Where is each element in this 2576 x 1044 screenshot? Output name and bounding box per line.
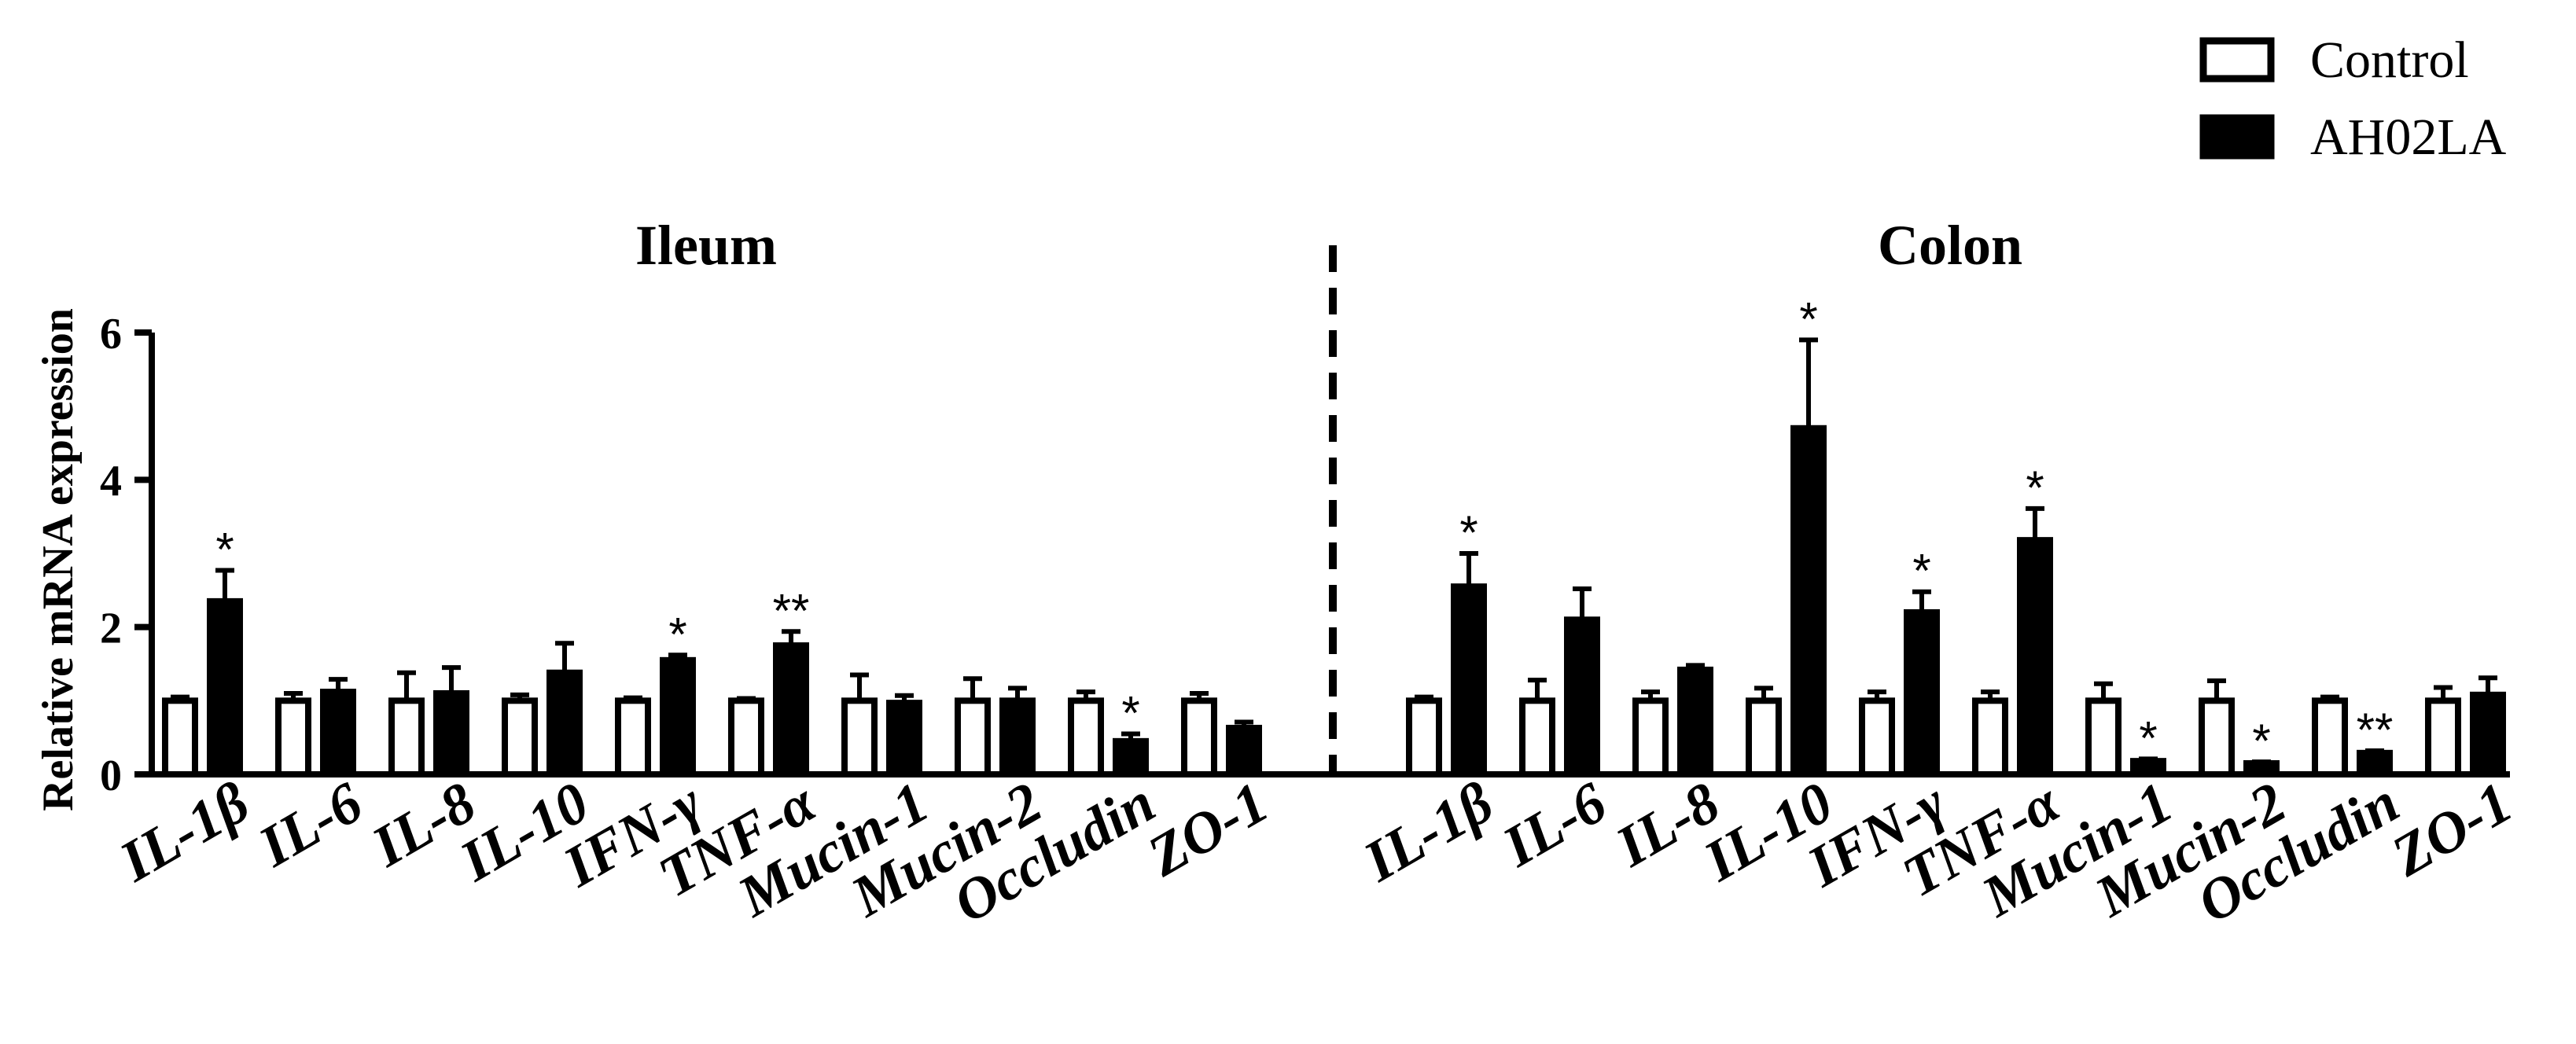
bar-control bbox=[502, 697, 538, 777]
legend-swatch-control bbox=[2199, 37, 2275, 83]
bar-control bbox=[388, 697, 425, 777]
significance-marker: * bbox=[1121, 686, 1139, 739]
x-tick-label: ZO-1 bbox=[1137, 770, 1279, 890]
significance-marker: ** bbox=[2357, 704, 2394, 756]
x-tick-label: IL-6 bbox=[248, 770, 373, 880]
significance-marker: * bbox=[2252, 715, 2270, 767]
y-tick-label: 2 bbox=[100, 605, 122, 653]
bar-ah02la bbox=[2470, 691, 2506, 778]
bar-control bbox=[162, 697, 198, 777]
bar-control bbox=[275, 697, 311, 777]
bar-ah02la bbox=[660, 656, 696, 777]
bar-control bbox=[955, 697, 991, 777]
bar-ah02la bbox=[886, 700, 922, 777]
bar-ah02la bbox=[1790, 425, 1827, 777]
y-tick-label: 6 bbox=[100, 310, 122, 358]
bar-ah02la bbox=[999, 697, 1036, 777]
bar-ah02la bbox=[320, 689, 356, 777]
bar-ah02la bbox=[1226, 724, 1262, 777]
bar-control bbox=[1181, 697, 1217, 777]
panel-title-ileum: Ileum bbox=[635, 214, 777, 277]
bars: ** ******** * ** bbox=[162, 292, 2506, 778]
bar-ah02la bbox=[1113, 737, 1149, 777]
bar-ah02la bbox=[207, 597, 243, 778]
x-tick-label: IL-1β bbox=[1352, 770, 1503, 895]
bar-control bbox=[2199, 697, 2235, 777]
x-tick-label: ZO-1 bbox=[2381, 770, 2523, 890]
bar-control bbox=[1859, 697, 1895, 777]
bar-ah02la bbox=[2130, 758, 2166, 778]
bar-ah02la bbox=[773, 642, 809, 777]
bar-control bbox=[841, 697, 878, 777]
axes: 0 2 4 6 bbox=[100, 310, 2510, 800]
bar-ah02la bbox=[2017, 537, 2053, 777]
legend-label-ah02la: AH02LA bbox=[2310, 108, 2507, 166]
bar-control bbox=[615, 697, 651, 777]
bar-ah02la bbox=[1564, 616, 1600, 777]
bar-control bbox=[1068, 697, 1104, 777]
significance-marker: * bbox=[215, 524, 234, 576]
panel-title-colon: Colon bbox=[1878, 214, 2022, 277]
significance-marker: * bbox=[1912, 545, 1930, 597]
y-tick-label: 0 bbox=[100, 752, 122, 800]
significance-marker: * bbox=[1799, 292, 1817, 345]
significance-marker: * bbox=[2139, 711, 2157, 764]
y-tick-label: 4 bbox=[100, 457, 122, 505]
legend-swatch-ah02la bbox=[2199, 114, 2275, 160]
bar-control bbox=[728, 697, 764, 777]
legend-label-control: Control bbox=[2310, 31, 2469, 89]
x-tick-label: IL-6 bbox=[1492, 770, 1617, 880]
bar-ah02la bbox=[1677, 666, 1713, 778]
bar-ah02la bbox=[2243, 759, 2280, 778]
bar-control bbox=[2312, 697, 2348, 777]
bar-control bbox=[1632, 697, 1669, 777]
bar-ah02la bbox=[546, 669, 583, 777]
bar-control bbox=[1746, 697, 1782, 777]
x-tick-label: IL-1β bbox=[109, 770, 259, 895]
significance-marker: * bbox=[1459, 506, 1478, 559]
significance-marker: ** bbox=[773, 584, 810, 637]
bar-ah02la bbox=[1904, 608, 1940, 778]
legend: Control AH02LA bbox=[2199, 31, 2507, 166]
bar-control bbox=[2425, 697, 2461, 777]
bar-ah02la bbox=[2357, 749, 2393, 778]
significance-marker: * bbox=[668, 608, 686, 660]
bar-ah02la bbox=[433, 689, 469, 778]
bar-control bbox=[1972, 697, 2008, 777]
bar-ah02la bbox=[1451, 583, 1487, 778]
bar-control bbox=[1519, 697, 1555, 777]
y-axis-label: Relative mRNA expression bbox=[34, 308, 83, 811]
bar-control bbox=[1406, 697, 1442, 777]
significance-marker: * bbox=[2026, 461, 2044, 514]
bar-control bbox=[2085, 697, 2122, 777]
x-tick-labels: IL-1βIL-6IL-8IL-10IFN-γTNF-αMucin-1Mucin… bbox=[109, 770, 2523, 936]
